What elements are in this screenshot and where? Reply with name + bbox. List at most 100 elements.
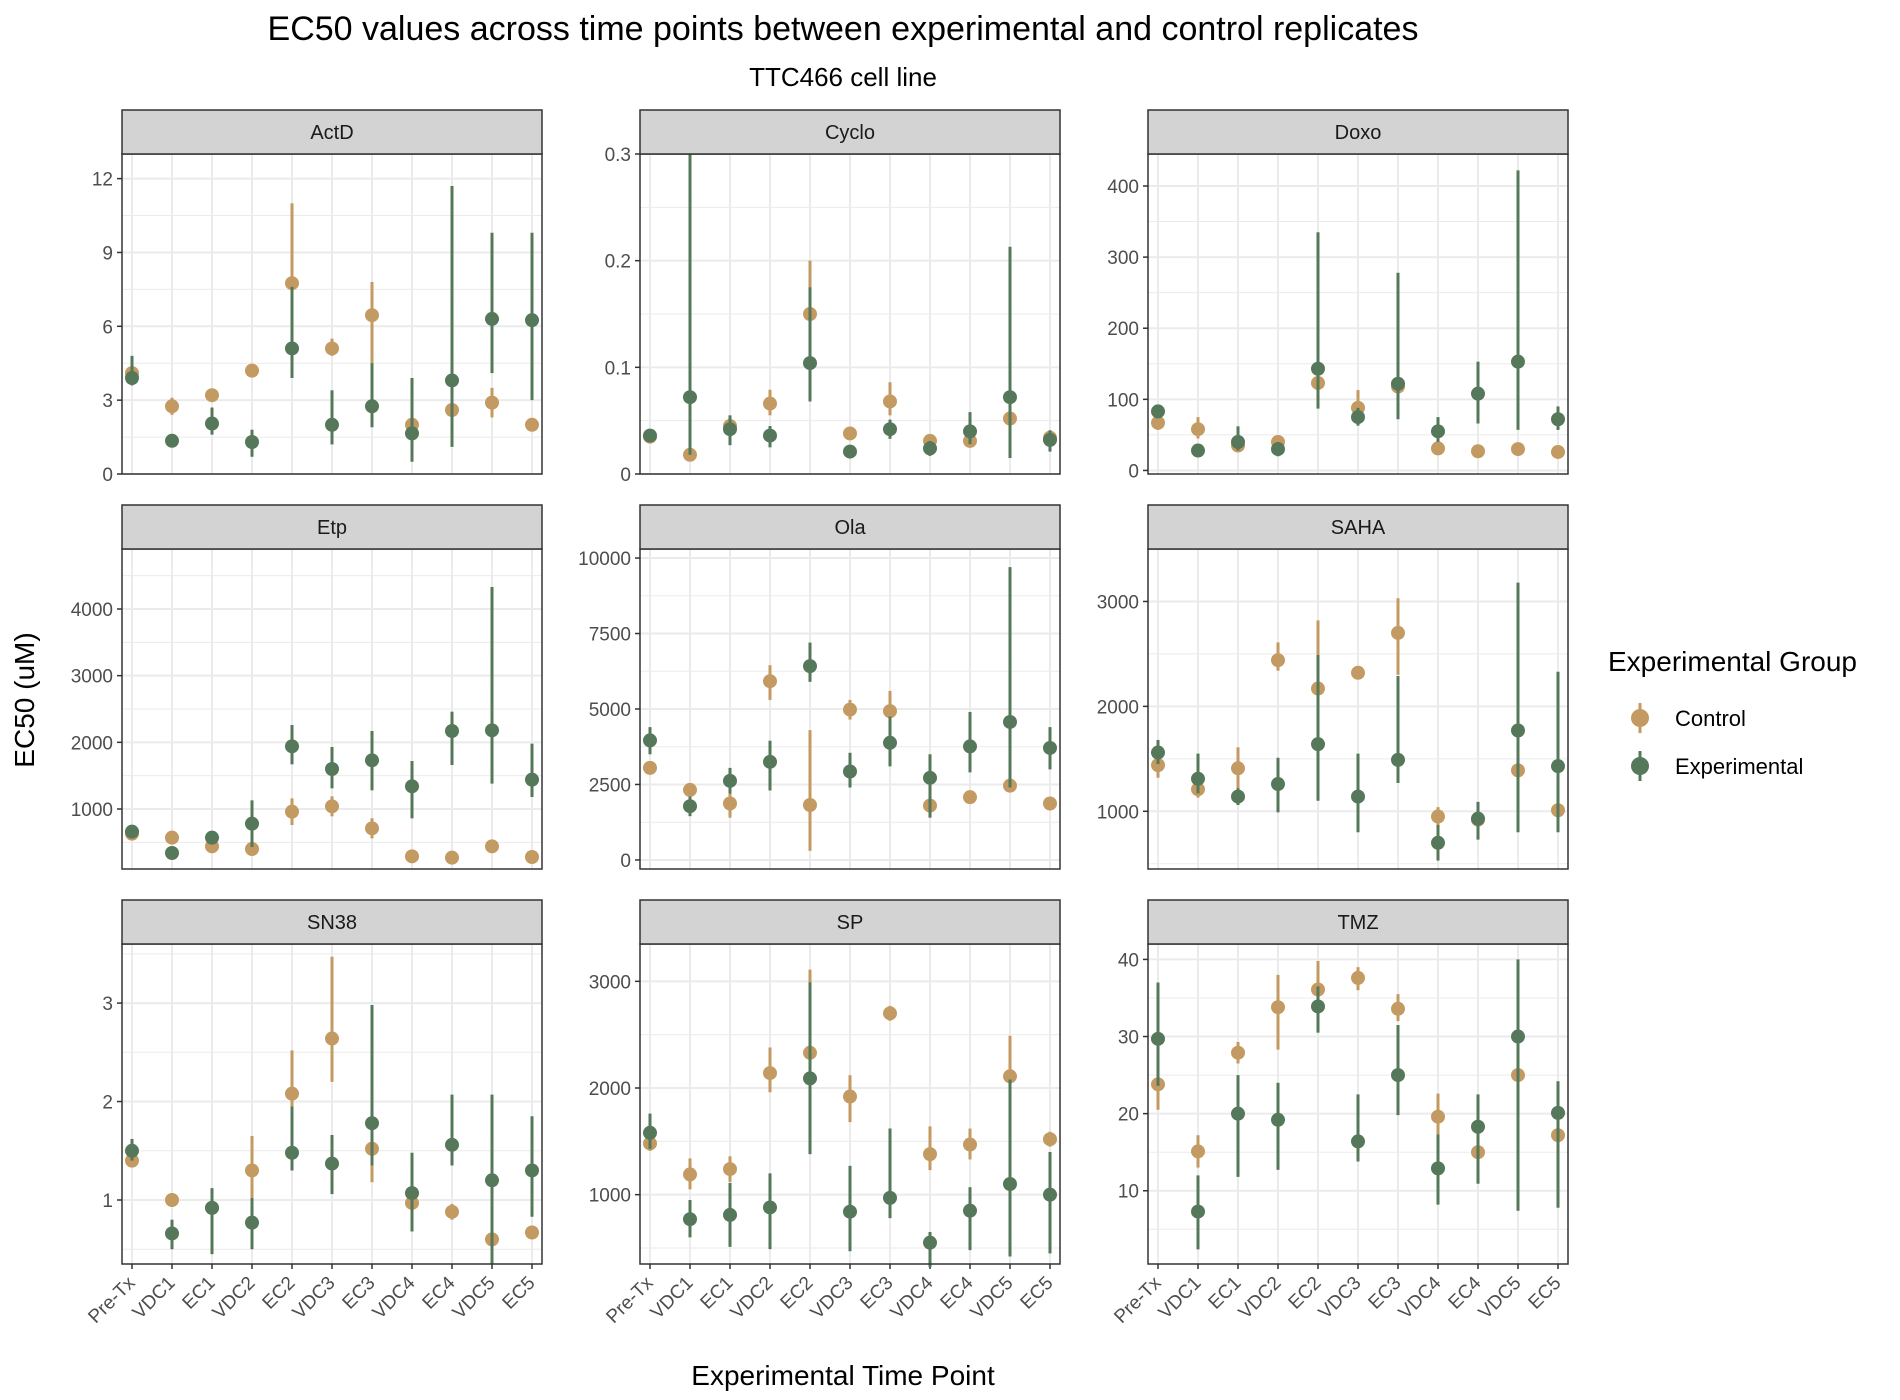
data-point bbox=[1003, 1069, 1017, 1084]
data-point bbox=[1003, 390, 1017, 405]
data-point bbox=[1231, 789, 1245, 804]
data-point bbox=[1471, 444, 1485, 459]
series-experimental bbox=[1151, 170, 1565, 458]
data-point bbox=[1231, 1045, 1245, 1060]
data-point bbox=[1471, 811, 1485, 826]
data-point bbox=[643, 1125, 657, 1140]
data-point bbox=[1151, 1031, 1165, 1046]
data-point bbox=[485, 1173, 499, 1188]
data-point bbox=[1391, 625, 1405, 640]
data-point bbox=[963, 1137, 977, 1152]
data-point bbox=[365, 1116, 379, 1131]
data-point bbox=[883, 1190, 897, 1205]
facet-strip bbox=[1147, 504, 1569, 550]
y-tick-label: 1 bbox=[102, 1191, 113, 1212]
data-point bbox=[205, 1200, 219, 1215]
data-point bbox=[525, 417, 539, 432]
data-point bbox=[405, 779, 419, 794]
data-point bbox=[723, 1162, 737, 1177]
y-axis-label: EC50 (uM) bbox=[9, 632, 40, 767]
facet-strip bbox=[1147, 109, 1569, 155]
data-point bbox=[923, 441, 937, 456]
data-point bbox=[325, 1031, 339, 1046]
series-experimental bbox=[643, 154, 1057, 459]
data-point bbox=[963, 424, 977, 439]
data-point bbox=[245, 1215, 259, 1230]
facet-strip-label: ActD bbox=[310, 122, 353, 144]
data-point bbox=[1191, 443, 1205, 458]
data-point bbox=[1151, 415, 1165, 430]
legend: Experimental Group Control Experimental bbox=[1608, 646, 1857, 781]
data-point bbox=[125, 1143, 139, 1158]
data-point bbox=[963, 790, 977, 805]
data-point bbox=[723, 796, 737, 811]
chart-subtitle: TTC466 cell line bbox=[749, 62, 937, 92]
series-control bbox=[643, 665, 1057, 851]
data-point bbox=[125, 824, 139, 839]
y-tick-label: 0 bbox=[102, 465, 113, 486]
facet-panel-saha: 1000 2000 3000 SAHA bbox=[1097, 504, 1569, 870]
facet-strip-label: SP bbox=[837, 912, 864, 934]
facet-panel-ola: 0 2500 5000 7500 10000 Ola bbox=[578, 504, 1061, 872]
data-point bbox=[723, 773, 737, 788]
data-point bbox=[1271, 442, 1285, 457]
data-point bbox=[1191, 422, 1205, 437]
data-point bbox=[1391, 376, 1405, 391]
facet-strip-label: Doxo bbox=[1335, 122, 1382, 144]
data-point bbox=[445, 850, 459, 865]
data-point bbox=[245, 816, 259, 831]
data-point bbox=[643, 428, 657, 443]
legend-item-experimental: Experimental bbox=[1631, 751, 1803, 781]
y-tick-label: 0.2 bbox=[605, 252, 631, 273]
data-point bbox=[1271, 777, 1285, 792]
data-point bbox=[1003, 714, 1017, 729]
data-point bbox=[205, 416, 219, 431]
data-point bbox=[405, 1186, 419, 1201]
y-tick-label: 3000 bbox=[71, 667, 113, 688]
facet-strip bbox=[1147, 899, 1569, 945]
facet-panels: 036912ActD00.10.20.3Cyclo0100200300400Do… bbox=[71, 109, 1569, 1328]
data-point bbox=[883, 394, 897, 409]
y-tick-label: 3000 bbox=[1097, 592, 1139, 613]
y-tick-label: 1000 bbox=[71, 800, 113, 821]
data-point bbox=[1551, 412, 1565, 427]
data-point bbox=[883, 735, 897, 750]
facet-strip-label: Ola bbox=[834, 517, 866, 539]
data-point bbox=[1431, 835, 1445, 850]
data-point bbox=[803, 659, 817, 674]
y-tick-label: 5000 bbox=[589, 700, 631, 721]
data-point bbox=[325, 341, 339, 356]
data-point bbox=[1311, 999, 1325, 1014]
data-point bbox=[365, 308, 379, 323]
data-point bbox=[963, 739, 977, 754]
facet-strip-label: SAHA bbox=[1331, 517, 1386, 539]
series-experimental bbox=[125, 186, 539, 462]
data-point bbox=[1151, 758, 1165, 773]
data-point bbox=[285, 341, 299, 356]
data-point bbox=[683, 390, 697, 405]
series-experimental bbox=[643, 982, 1057, 1268]
data-point bbox=[1043, 740, 1057, 755]
data-point bbox=[525, 313, 539, 328]
facet-strip-label: Etp bbox=[317, 517, 347, 539]
facet-strip bbox=[121, 899, 543, 945]
y-tick-label: 0 bbox=[620, 851, 631, 872]
y-tick-label: 7500 bbox=[589, 625, 631, 646]
legend-label: Control bbox=[1675, 706, 1746, 731]
data-point bbox=[1431, 441, 1445, 456]
y-tick-label: 0.3 bbox=[605, 145, 631, 166]
y-tick-label: 2500 bbox=[589, 775, 631, 796]
y-tick-label: 6 bbox=[102, 317, 113, 338]
data-point bbox=[1471, 1119, 1485, 1134]
data-point bbox=[405, 849, 419, 864]
data-point bbox=[803, 356, 817, 371]
series-experimental bbox=[1151, 959, 1565, 1250]
data-point bbox=[803, 798, 817, 812]
facet-strip bbox=[639, 899, 1061, 945]
data-point bbox=[165, 399, 179, 414]
y-tick-label: 40 bbox=[1118, 950, 1139, 971]
data-point bbox=[205, 388, 219, 403]
data-point bbox=[485, 395, 499, 410]
data-point bbox=[165, 830, 179, 845]
